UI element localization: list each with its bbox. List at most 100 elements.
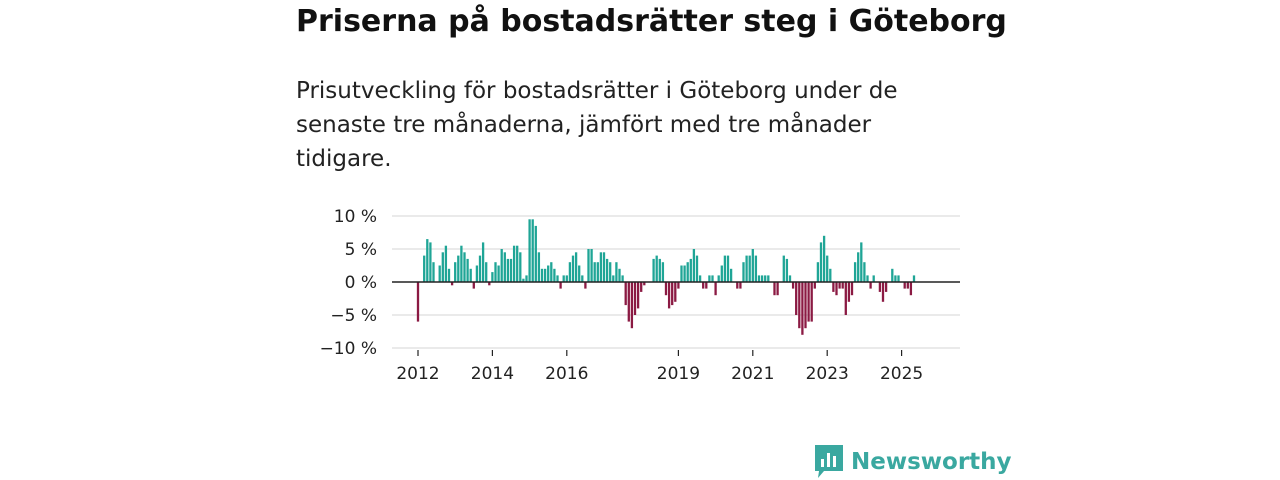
bar <box>726 255 730 282</box>
chart-title: Priserna på bostadsrätter steg i Götebor… <box>296 4 1007 39</box>
x-tick-label: 2025 <box>880 364 923 384</box>
bar <box>481 242 485 282</box>
bar <box>822 235 826 282</box>
bar <box>416 282 420 322</box>
bar <box>655 255 658 282</box>
bar <box>798 282 801 329</box>
bar <box>466 258 469 282</box>
bar <box>736 282 739 289</box>
bar <box>829 268 832 282</box>
bar <box>754 255 758 282</box>
bar <box>447 268 451 282</box>
bar <box>522 278 525 282</box>
bar <box>695 255 699 282</box>
chart-subtitle: Prisutveckling för bostadsrätter i Göteb… <box>296 78 898 172</box>
x-tick-label: 2023 <box>806 364 849 384</box>
last-value-annotation: 1 % <box>935 198 967 203</box>
x-tick-label: 2016 <box>545 364 588 384</box>
bar <box>444 245 448 282</box>
bar <box>516 245 519 282</box>
y-tick-label: 5 % <box>345 240 377 260</box>
bar <box>578 265 581 282</box>
bar <box>426 239 429 282</box>
bar <box>773 282 776 296</box>
bar <box>878 282 882 292</box>
newsworthy-brand[interactable]: Newsworthy <box>815 445 1012 479</box>
bar <box>844 282 847 315</box>
bars <box>416 219 916 335</box>
y-axis-labels: 10 % 5 % 0 % −5 % −10 % <box>320 207 377 359</box>
bar <box>739 282 742 289</box>
bar <box>782 255 785 282</box>
bar <box>605 258 609 282</box>
bar <box>488 282 491 286</box>
bar <box>702 282 705 289</box>
bar <box>711 275 714 282</box>
brand-name: Newsworthy <box>851 449 1012 475</box>
bar <box>729 268 733 282</box>
bar <box>891 268 894 282</box>
bar <box>897 275 900 282</box>
bar <box>841 282 844 289</box>
bar <box>835 282 838 296</box>
bar <box>587 249 590 282</box>
bar <box>553 268 556 282</box>
bar <box>698 275 702 282</box>
bar <box>903 282 906 289</box>
bar <box>494 262 497 282</box>
bar <box>838 282 841 289</box>
bar <box>788 275 792 282</box>
bar <box>912 275 916 282</box>
bar <box>640 282 643 292</box>
bar <box>525 275 528 282</box>
bar <box>609 262 612 282</box>
bar-chart: 10 % 5 % 0 % −5 % −10 % 2012 2014 2016 2019 2021… <box>320 198 968 384</box>
bar <box>550 262 553 282</box>
bar <box>813 282 816 289</box>
bar <box>596 262 599 282</box>
bar <box>565 275 568 282</box>
bar <box>633 282 637 315</box>
bar <box>742 262 745 282</box>
bar <box>819 242 823 282</box>
bar <box>500 249 503 282</box>
bar <box>615 262 618 282</box>
y-tick-label: 0 % <box>345 273 377 293</box>
bar <box>810 282 813 322</box>
bar <box>506 258 510 282</box>
bar <box>630 282 634 329</box>
bar <box>485 262 488 282</box>
bar <box>863 262 866 282</box>
bar <box>472 282 475 289</box>
x-tick-label: 2014 <box>471 364 514 384</box>
bar <box>705 282 708 289</box>
bar <box>454 262 457 282</box>
newsworthy-logo-icon <box>815 445 843 478</box>
bar <box>795 282 798 315</box>
bar <box>857 252 860 282</box>
bar <box>571 255 575 282</box>
bar <box>801 282 804 335</box>
x-tick-label: 2019 <box>657 364 700 384</box>
bar <box>590 249 593 282</box>
bar <box>760 275 764 282</box>
bar <box>683 265 686 282</box>
bar <box>850 282 854 296</box>
bar <box>689 258 692 282</box>
bar <box>562 275 565 282</box>
bar <box>884 282 888 292</box>
bar <box>559 282 562 289</box>
bar <box>847 282 851 302</box>
bar <box>853 262 857 282</box>
bar <box>429 242 432 282</box>
bar <box>621 275 624 282</box>
bar <box>475 265 479 282</box>
bar <box>612 275 615 282</box>
y-tick-label: −5 % <box>330 306 377 326</box>
bar <box>491 272 494 282</box>
bar <box>547 265 550 282</box>
bar <box>627 282 630 322</box>
bar <box>832 282 835 292</box>
bar <box>717 275 720 282</box>
bar <box>674 282 677 302</box>
